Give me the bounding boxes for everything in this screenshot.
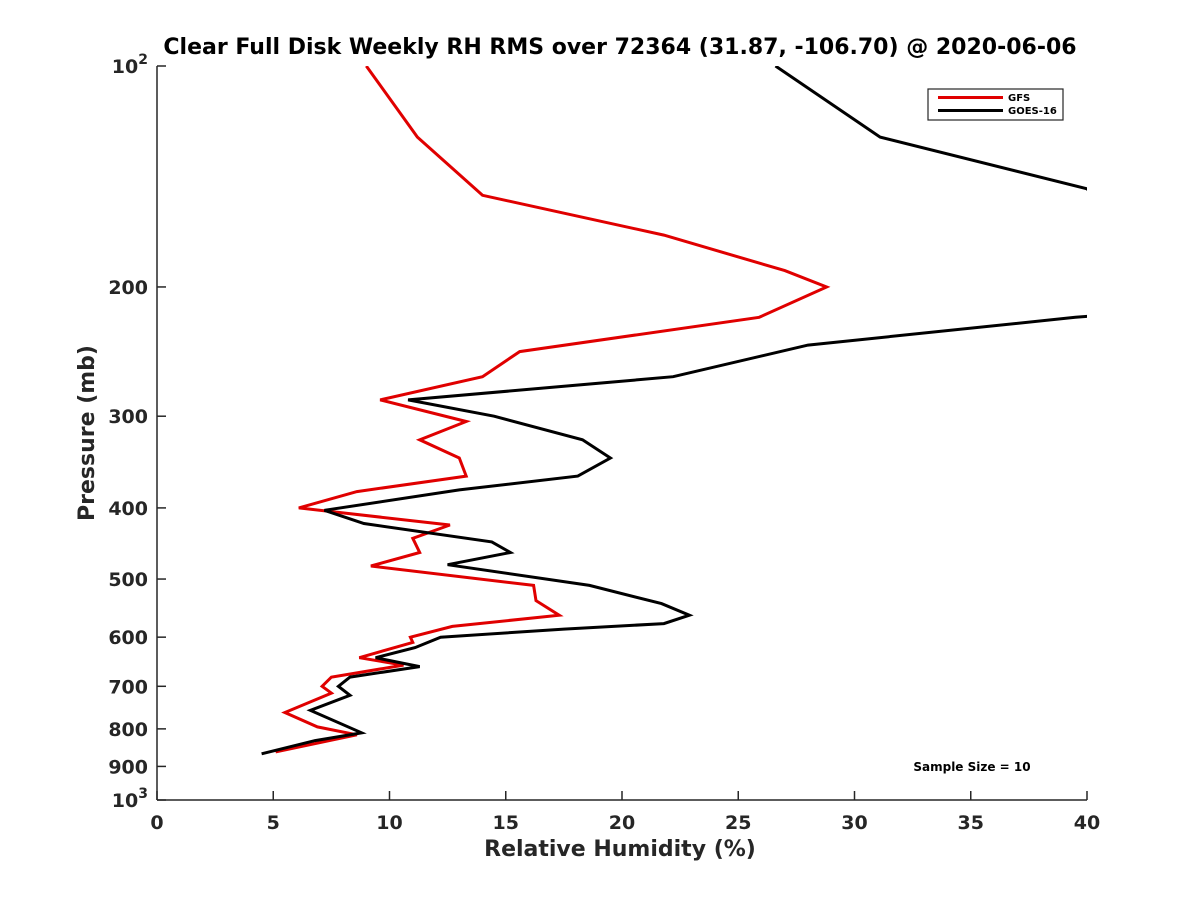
x-tick-label: 25 [725, 812, 751, 834]
y-tick-label: 103 [112, 786, 148, 812]
x-tick-label: 40 [1074, 812, 1100, 834]
y-axis-label: Pressure (mb) [75, 345, 100, 521]
axes-layer: 0 5 10 15 20 25 30 35 40 102 200 300 400 500 600 700 800… [108, 52, 1100, 834]
x-tick-label: 20 [609, 812, 635, 834]
y-tick-label: 700 [108, 676, 148, 698]
legend-label: GOES-16 [1008, 106, 1057, 117]
x-tick-label: 0 [150, 812, 163, 834]
y-tick-label: 500 [108, 569, 148, 591]
x-tick-label: 15 [493, 812, 519, 834]
y-tick-label: 400 [108, 498, 148, 520]
chart-title: Clear Full Disk Weekly RH RMS over 72364… [163, 35, 1076, 60]
legend: GFS GOES-16 [927, 88, 1064, 121]
y-tick-label: 800 [108, 719, 148, 741]
y-tick-label: 102 [112, 52, 148, 78]
sample-size-annotation: Sample Size = 10 [913, 760, 1030, 774]
x-tick-label: 30 [841, 812, 867, 834]
series-line-goes-16 [261, 66, 1087, 756]
y-tick-label: 600 [108, 627, 148, 649]
y-tick-label: 200 [108, 277, 148, 299]
legend-label: GFS [1008, 93, 1030, 104]
y-tick-label: 900 [108, 756, 148, 778]
x-axis-label: Relative Humidity (%) [484, 837, 756, 862]
series-line-gfs [275, 66, 831, 754]
legend-box [927, 88, 1064, 121]
x-tick-label: 5 [267, 812, 280, 834]
series-layer [261, 66, 1087, 756]
x-tick-label: 35 [958, 812, 984, 834]
x-tick-label: 10 [376, 812, 402, 834]
y-tick-label: 300 [108, 406, 148, 428]
